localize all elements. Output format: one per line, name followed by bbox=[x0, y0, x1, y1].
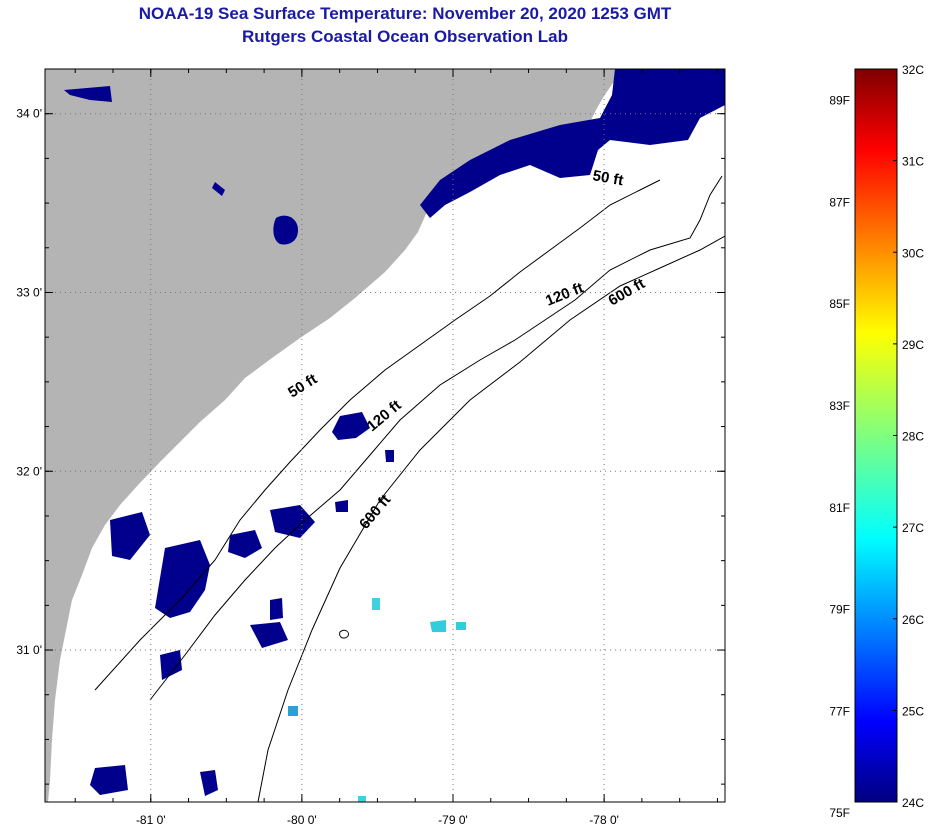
colorbar-label-c: 27C bbox=[902, 521, 924, 535]
lat-tick-label: 33 0' bbox=[16, 285, 42, 299]
map-frame bbox=[44, 68, 726, 803]
lat-tick-label: 34 0' bbox=[16, 107, 42, 121]
colorbar-label-f: 77F bbox=[829, 704, 850, 718]
lon-tick-label: -81 0' bbox=[136, 813, 166, 827]
depth-contours bbox=[94, 175, 725, 802]
lon-tick-label: -79 0' bbox=[438, 813, 468, 827]
colorbar-label-f: 87F bbox=[829, 195, 850, 209]
colorbar-label-c: 24C bbox=[902, 796, 924, 810]
colorbar-label-f: 79F bbox=[829, 603, 850, 617]
colorbar-label-c: 32C bbox=[902, 63, 924, 77]
colorbar-label-c: 30C bbox=[902, 246, 924, 260]
colorbar-label-c: 31C bbox=[902, 155, 924, 169]
map-title: NOAA-19 Sea Surface Temperature: Novembe… bbox=[138, 4, 672, 23]
colorbar-label-f: 89F bbox=[829, 94, 850, 108]
colorbar-label-f: 83F bbox=[829, 399, 850, 413]
colorbar-label-c: 29C bbox=[902, 338, 924, 352]
colorbar-label-f: 81F bbox=[829, 501, 850, 515]
lat-tick-label: 32 0' bbox=[16, 464, 42, 478]
map-panel bbox=[45, 69, 725, 802]
warm-water-patches bbox=[288, 598, 466, 802]
colorbar-label-c: 28C bbox=[902, 430, 924, 444]
colorbar-label-c: 26C bbox=[902, 613, 924, 627]
colorbar-label-c: 25C bbox=[902, 704, 924, 718]
graticule bbox=[45, 69, 725, 802]
colorbar-label-f: 75F bbox=[829, 806, 850, 820]
contour-label-50ft-north: 50 ft bbox=[591, 167, 624, 189]
colorbar bbox=[854, 68, 898, 803]
colorbar-labels: 32C 31C 30C 29C 28C 27C 26C 25C 24C 89F 87F 85F 83F 8… bbox=[829, 63, 924, 820]
map-subtitle: Rutgers Coastal Ocean Observation Lab bbox=[242, 27, 568, 46]
lon-tick-label: -78 0' bbox=[589, 813, 619, 827]
colorbar-label-f: 85F bbox=[829, 297, 850, 311]
lon-tick-label: -80 0' bbox=[287, 813, 317, 827]
land-mass bbox=[45, 69, 620, 802]
map-axes: -81 0' -80 0' -79 0' -78 0' 34 0' 33 0' 32 0' 3… bbox=[16, 68, 725, 827]
lat-tick-label: 31 0' bbox=[16, 643, 42, 657]
cold-water-patches bbox=[64, 69, 725, 796]
